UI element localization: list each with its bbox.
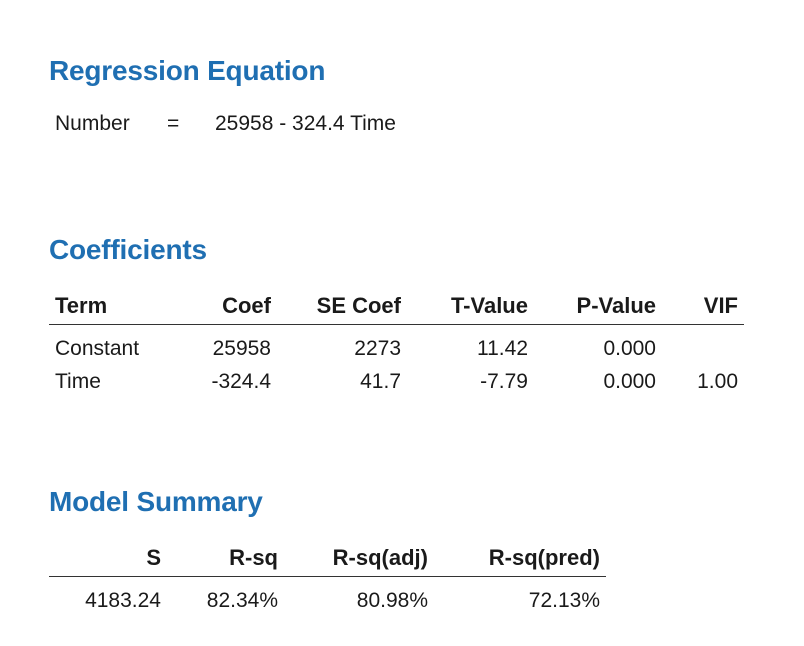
coefficients-title: Coefficients <box>49 234 207 265</box>
equation-response: Number <box>55 112 130 135</box>
table-row: Constant 25958 2273 11.42 0.000 <box>49 325 744 366</box>
cell-se-coef: 41.7 <box>360 369 401 393</box>
cell-term: Constant <box>55 337 140 360</box>
cell-p-value: 0.000 <box>603 337 656 360</box>
table-row: 4183.24 82.34% 80.98% 72.13% <box>49 577 606 618</box>
header-p-value: P-Value <box>534 288 662 325</box>
header-r-sq-adj: R-sq(adj) <box>284 540 434 577</box>
regression-equation-title: Regression Equation <box>49 55 326 86</box>
cell-t-value: -7.79 <box>480 369 528 393</box>
model-summary-table: S R-sq R-sq(adj) R-sq(pred) 4183.24 82.3… <box>49 540 606 617</box>
cell-term: Time <box>55 369 101 393</box>
cell-t-value: 11.42 <box>477 337 528 360</box>
cell-vif <box>662 325 744 366</box>
cell-coef: 25958 <box>212 337 271 360</box>
regression-equation: Number = 25958 - 324.4 Time <box>55 112 396 136</box>
table-row: Time -324.4 41.7 -7.79 0.000 1.00 <box>49 365 744 398</box>
header-t-value: T-Value <box>407 288 534 325</box>
cell-r-sq: 82.34% <box>206 589 278 612</box>
header-vif: VIF <box>662 288 744 325</box>
header-se-coef: SE Coef <box>277 288 407 325</box>
coefficients-header-row: Term Coef SE Coef T-Value P-Value VIF <box>49 288 744 325</box>
summary-header-row: S R-sq R-sq(adj) R-sq(pred) <box>49 540 606 577</box>
header-coef: Coef <box>169 288 277 325</box>
header-s: S <box>49 540 167 577</box>
cell-s: 4183.24 <box>85 589 161 612</box>
cell-p-value: 0.000 <box>603 369 656 393</box>
model-summary-title: Model Summary <box>49 486 263 517</box>
equation-equals: = <box>167 112 180 135</box>
cell-r-sq-pred: 72.13% <box>528 589 600 612</box>
cell-r-sq-adj: 80.98% <box>356 589 428 612</box>
header-term: Term <box>49 288 169 325</box>
cell-coef: -324.4 <box>211 369 271 393</box>
header-r-sq: R-sq <box>167 540 284 577</box>
cell-se-coef: 2273 <box>354 337 401 360</box>
coefficients-table: Term Coef SE Coef T-Value P-Value VIF Co… <box>49 288 744 398</box>
header-r-sq-pred: R-sq(pred) <box>434 540 606 577</box>
cell-vif: 1.00 <box>697 369 738 393</box>
equation-expression: 25958 - 324.4 Time <box>215 112 396 135</box>
